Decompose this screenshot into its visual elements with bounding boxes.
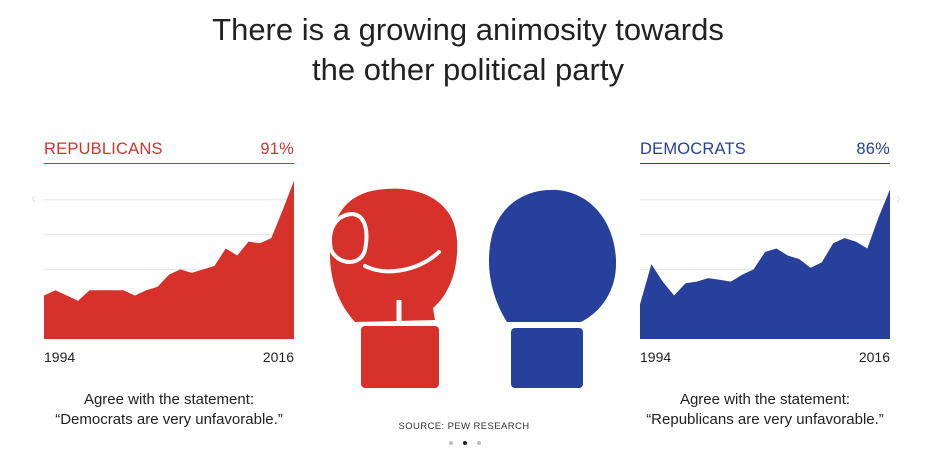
- republicans-caption-line-1: Agree with the statement:: [83, 391, 255, 408]
- pagination-dots: [449, 441, 481, 445]
- democrats-chart-title: DEMOCRATS: [640, 140, 746, 158]
- area-series: [640, 189, 890, 339]
- republicans-caption-line-2: “Democrats are very unfavorable.”: [55, 411, 283, 428]
- x-tick-label-start: 1994: [44, 349, 76, 365]
- source-note: SOURCE: PEW RESEARCH: [398, 421, 530, 432]
- red-boxing-glove-icon: [328, 188, 458, 388]
- democrats-caption: Agree with the statement: “Republicans a…: [615, 390, 915, 430]
- democrats-chart-panel: DEMOCRATS 86% 1994 2016: [640, 140, 890, 365]
- democrats-area-chart: [640, 163, 890, 339]
- republicans-chart-header: REPUBLICANS 91%: [44, 140, 294, 163]
- democrats-chart-header: DEMOCRATS 86%: [640, 140, 890, 163]
- blue-boxing-glove-icon: [488, 189, 617, 388]
- democrats-caption-line-1: Agree with the statement:: [679, 391, 851, 408]
- republicans-caption: Agree with the statement: “Democrats are…: [19, 390, 319, 430]
- republicans-area-chart: [44, 163, 294, 339]
- pagination-dot-2[interactable]: [463, 441, 467, 445]
- x-tick-label-end: 2016: [262, 349, 294, 365]
- page-title: There is a growing animosity towards the…: [0, 10, 936, 90]
- title-line-1: There is a growing animosity towards: [212, 12, 724, 47]
- boxing-gloves-illustration: [328, 188, 617, 388]
- democrats-caption-line-2: “Republicans are very unfavorable.”: [646, 411, 884, 428]
- chevron-left-icon[interactable]: ‹: [31, 190, 37, 207]
- pagination-dot-3[interactable]: [477, 441, 481, 445]
- republicans-x-axis-labels: 1994 2016: [44, 349, 294, 365]
- x-tick-label-end: 2016: [858, 349, 890, 365]
- republicans-value-label: 91%: [260, 140, 294, 158]
- pagination-dot-1[interactable]: [449, 441, 453, 445]
- republicans-chart-title: REPUBLICANS: [44, 140, 163, 158]
- x-tick-label-start: 1994: [640, 349, 672, 365]
- title-line-2: the other political party: [312, 52, 624, 87]
- republicans-chart-panel: REPUBLICANS 91% 1994 2016: [44, 140, 294, 365]
- democrats-x-axis-labels: 1994 2016: [640, 349, 890, 365]
- chevron-right-icon[interactable]: ›: [896, 190, 902, 207]
- democrats-value-label: 86%: [856, 140, 890, 158]
- area-series: [44, 180, 294, 339]
